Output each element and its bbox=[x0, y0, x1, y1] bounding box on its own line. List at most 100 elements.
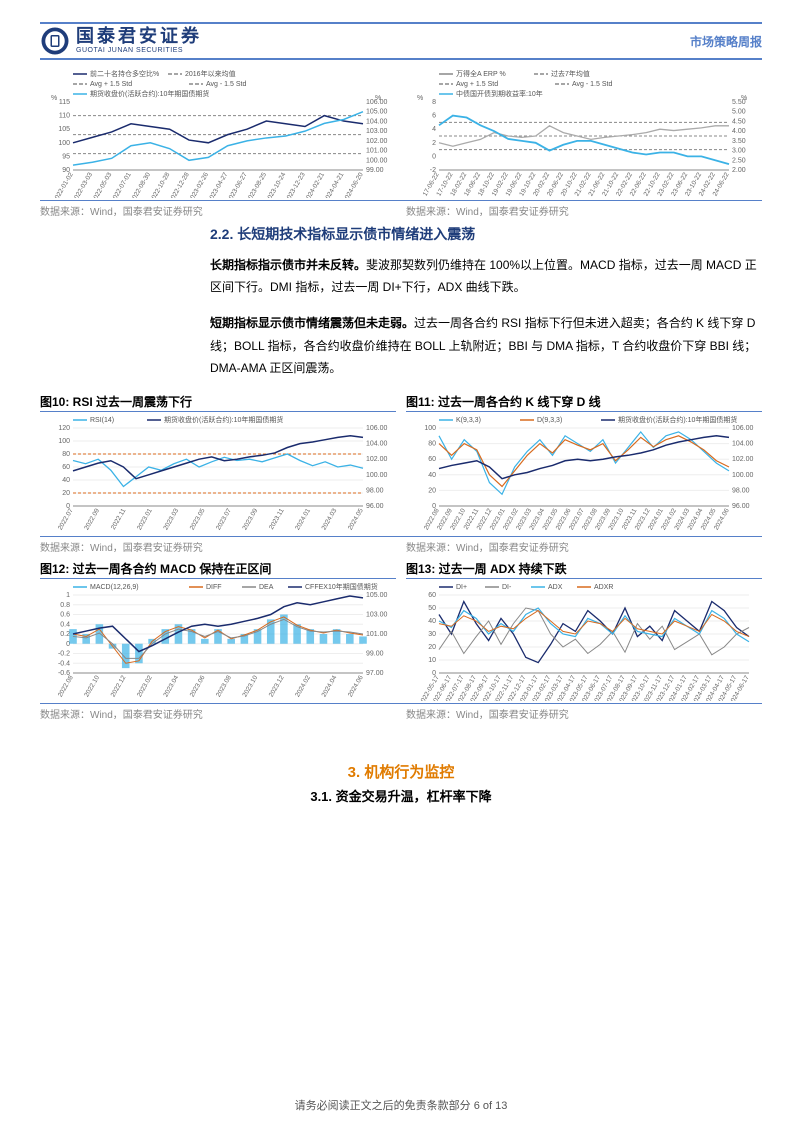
svg-text:5.00: 5.00 bbox=[732, 109, 746, 116]
svg-text:2022-01-02: 2022-01-02 bbox=[52, 171, 75, 198]
svg-text:2022-10-28: 2022-10-28 bbox=[149, 171, 172, 198]
svg-text:2.50: 2.50 bbox=[732, 157, 746, 164]
logo-cn-text: 国泰君安证券 bbox=[76, 27, 202, 47]
svg-text:80: 80 bbox=[428, 441, 436, 448]
svg-text:97.00: 97.00 bbox=[366, 670, 384, 677]
svg-text:2023-06-27: 2023-06-27 bbox=[226, 171, 249, 198]
svg-text:前二十名持仓多空比%: 前二十名持仓多空比% bbox=[90, 69, 159, 78]
svg-text:2024-04-21: 2024-04-21 bbox=[323, 171, 346, 198]
svg-text:104.00: 104.00 bbox=[366, 441, 388, 448]
svg-text:2022-03-03: 2022-03-03 bbox=[71, 171, 94, 198]
svg-text:%: % bbox=[417, 95, 423, 102]
svg-text:103.00: 103.00 bbox=[366, 128, 388, 135]
svg-text:60: 60 bbox=[428, 592, 436, 599]
source-text: 数据来源：Wind，国泰君安证券研究 bbox=[40, 539, 396, 554]
source-text: 数据来源：Wind，国泰君安证券研究 bbox=[406, 706, 762, 721]
svg-text:-0.4: -0.4 bbox=[58, 660, 70, 667]
svg-text:2022-08-30: 2022-08-30 bbox=[129, 171, 152, 198]
svg-text:50: 50 bbox=[428, 605, 436, 612]
chart-top-right: 万得全A ERP %过去7年均值Avg + 1.5 StdAvg - 1.5 S… bbox=[406, 68, 762, 198]
svg-text:100: 100 bbox=[58, 438, 70, 445]
svg-text:2022.08: 2022.08 bbox=[57, 674, 75, 698]
svg-text:期货收盘价(活跃合约):10年期国债期货: 期货收盘价(活跃合约):10年期国债期货 bbox=[618, 415, 737, 424]
fig10-title: 图10: RSI 过去一周震荡下行 bbox=[40, 393, 396, 412]
svg-text:-0.2: -0.2 bbox=[58, 650, 70, 657]
section-22-p1: 长期指标指示债市并未反转。斐波那契数列仍维持在 100%以上位置。MACD 指标… bbox=[210, 254, 762, 298]
svg-text:99.00: 99.00 bbox=[366, 167, 384, 174]
svg-text:0.8: 0.8 bbox=[60, 602, 70, 609]
svg-text:3.50: 3.50 bbox=[732, 138, 746, 145]
source-text: 数据来源：Wind，国泰君安证券研究 bbox=[40, 706, 396, 721]
svg-text:100.00: 100.00 bbox=[366, 157, 388, 164]
svg-text:ADX: ADX bbox=[548, 584, 563, 591]
svg-text:2023.03: 2023.03 bbox=[162, 507, 180, 531]
svg-text:98.00: 98.00 bbox=[732, 487, 750, 494]
svg-text:101.00: 101.00 bbox=[366, 631, 388, 638]
svg-text:2022.12: 2022.12 bbox=[110, 674, 128, 698]
svg-text:2024.01: 2024.01 bbox=[294, 507, 312, 531]
top-charts-row: 前二十名持仓多空比%2016年以来均值Avg + 1.5 StdAvg - 1.… bbox=[40, 68, 762, 198]
svg-text:2023.11: 2023.11 bbox=[268, 507, 286, 531]
svg-text:2023-08-25: 2023-08-25 bbox=[245, 171, 268, 198]
svg-text:10: 10 bbox=[428, 657, 436, 664]
svg-text:万得全A ERP %: 万得全A ERP % bbox=[456, 69, 506, 78]
svg-text:5.50: 5.50 bbox=[732, 99, 746, 106]
svg-text:100: 100 bbox=[58, 140, 70, 147]
svg-text:2024.06: 2024.06 bbox=[347, 674, 365, 698]
svg-text:0.4: 0.4 bbox=[60, 621, 70, 628]
svg-text:30: 30 bbox=[428, 631, 436, 638]
svg-text:RSI(14): RSI(14) bbox=[90, 417, 114, 424]
svg-text:2022-05-03: 2022-05-03 bbox=[91, 171, 114, 198]
svg-text:中债国开债到期收益率:10年: 中债国开债到期收益率:10年 bbox=[456, 89, 543, 98]
svg-text:40: 40 bbox=[62, 477, 70, 484]
chart-top-left: 前二十名持仓多空比%2016年以来均值Avg + 1.5 StdAvg - 1.… bbox=[40, 68, 396, 198]
svg-text:1: 1 bbox=[66, 592, 70, 599]
fig12-title: 图12: 过去一周各合约 MACD 保持在正区间 bbox=[40, 560, 396, 579]
svg-text:2023-04-27: 2023-04-27 bbox=[207, 171, 230, 198]
svg-text:2022.11: 2022.11 bbox=[110, 507, 128, 531]
svg-text:2023.05: 2023.05 bbox=[189, 507, 207, 531]
svg-text:106.00: 106.00 bbox=[366, 425, 388, 432]
svg-text:60: 60 bbox=[428, 456, 436, 463]
svg-text:DEA: DEA bbox=[259, 584, 274, 591]
svg-text:96.00: 96.00 bbox=[732, 503, 750, 510]
svg-text:95: 95 bbox=[62, 153, 70, 160]
svg-text:2023.06: 2023.06 bbox=[189, 674, 207, 698]
svg-text:2023-02-26: 2023-02-26 bbox=[187, 171, 210, 198]
section-3-heading: 3. 机构行为监控 bbox=[40, 761, 762, 782]
svg-text:2023.09: 2023.09 bbox=[241, 507, 259, 531]
svg-text:2016年以来均值: 2016年以来均值 bbox=[185, 69, 236, 78]
svg-text:105.00: 105.00 bbox=[366, 592, 388, 599]
svg-text:Avg - 1.5 Std: Avg - 1.5 Std bbox=[206, 81, 246, 88]
svg-text:期货收盘价(活跃合约):10年期国债期货: 期货收盘价(活跃合约):10年期国债期货 bbox=[164, 415, 283, 424]
svg-text:20: 20 bbox=[428, 644, 436, 651]
svg-text:3.00: 3.00 bbox=[732, 148, 746, 155]
svg-text:CFFEX10年期国债期货: CFFEX10年期国债期货 bbox=[305, 582, 378, 591]
svg-text:6: 6 bbox=[432, 113, 436, 120]
svg-text:103.00: 103.00 bbox=[366, 611, 388, 618]
svg-text:60: 60 bbox=[62, 464, 70, 471]
fig13-title: 图13: 过去一周 ADX 持续下跌 bbox=[406, 560, 762, 579]
svg-text:105.00: 105.00 bbox=[366, 109, 388, 116]
svg-text:MACD(12,26,9): MACD(12,26,9) bbox=[90, 584, 139, 591]
svg-text:2.00: 2.00 bbox=[732, 167, 746, 174]
source-text: 数据来源：Wind，国泰君安证券研究 bbox=[406, 539, 762, 554]
svg-text:99.00: 99.00 bbox=[366, 650, 384, 657]
svg-text:106.00: 106.00 bbox=[732, 425, 754, 432]
svg-text:过去7年均值: 过去7年均值 bbox=[551, 69, 590, 78]
svg-text:105: 105 bbox=[58, 126, 70, 133]
svg-text:Avg - 1.5 Std: Avg - 1.5 Std bbox=[572, 81, 612, 88]
svg-text:D(9,3,3): D(9,3,3) bbox=[537, 417, 562, 424]
svg-text:期货收盘价(活跃合约):10年期国债期货: 期货收盘价(活跃合约):10年期国债期货 bbox=[90, 89, 209, 98]
section-22-heading: 2.2. 长短期技术指标显示债市情绪进入震荡 bbox=[210, 224, 762, 244]
svg-text:4.00: 4.00 bbox=[732, 128, 746, 135]
section-22-p2: 短期指标显示债市情绪震荡但未走弱。过去一周各合约 RSI 指标下行但未进入超卖；… bbox=[210, 312, 762, 379]
svg-text:0: 0 bbox=[432, 153, 436, 160]
chart-fig13: DI+DI-ADXADXR01020304050602022-05-172022… bbox=[406, 581, 762, 701]
svg-text:115: 115 bbox=[59, 99, 70, 106]
svg-text:%: % bbox=[51, 95, 57, 102]
svg-text:100: 100 bbox=[424, 425, 436, 432]
svg-text:104.00: 104.00 bbox=[366, 118, 388, 125]
svg-text:2024-06-20: 2024-06-20 bbox=[342, 171, 365, 198]
svg-text:2023.12: 2023.12 bbox=[268, 674, 286, 698]
